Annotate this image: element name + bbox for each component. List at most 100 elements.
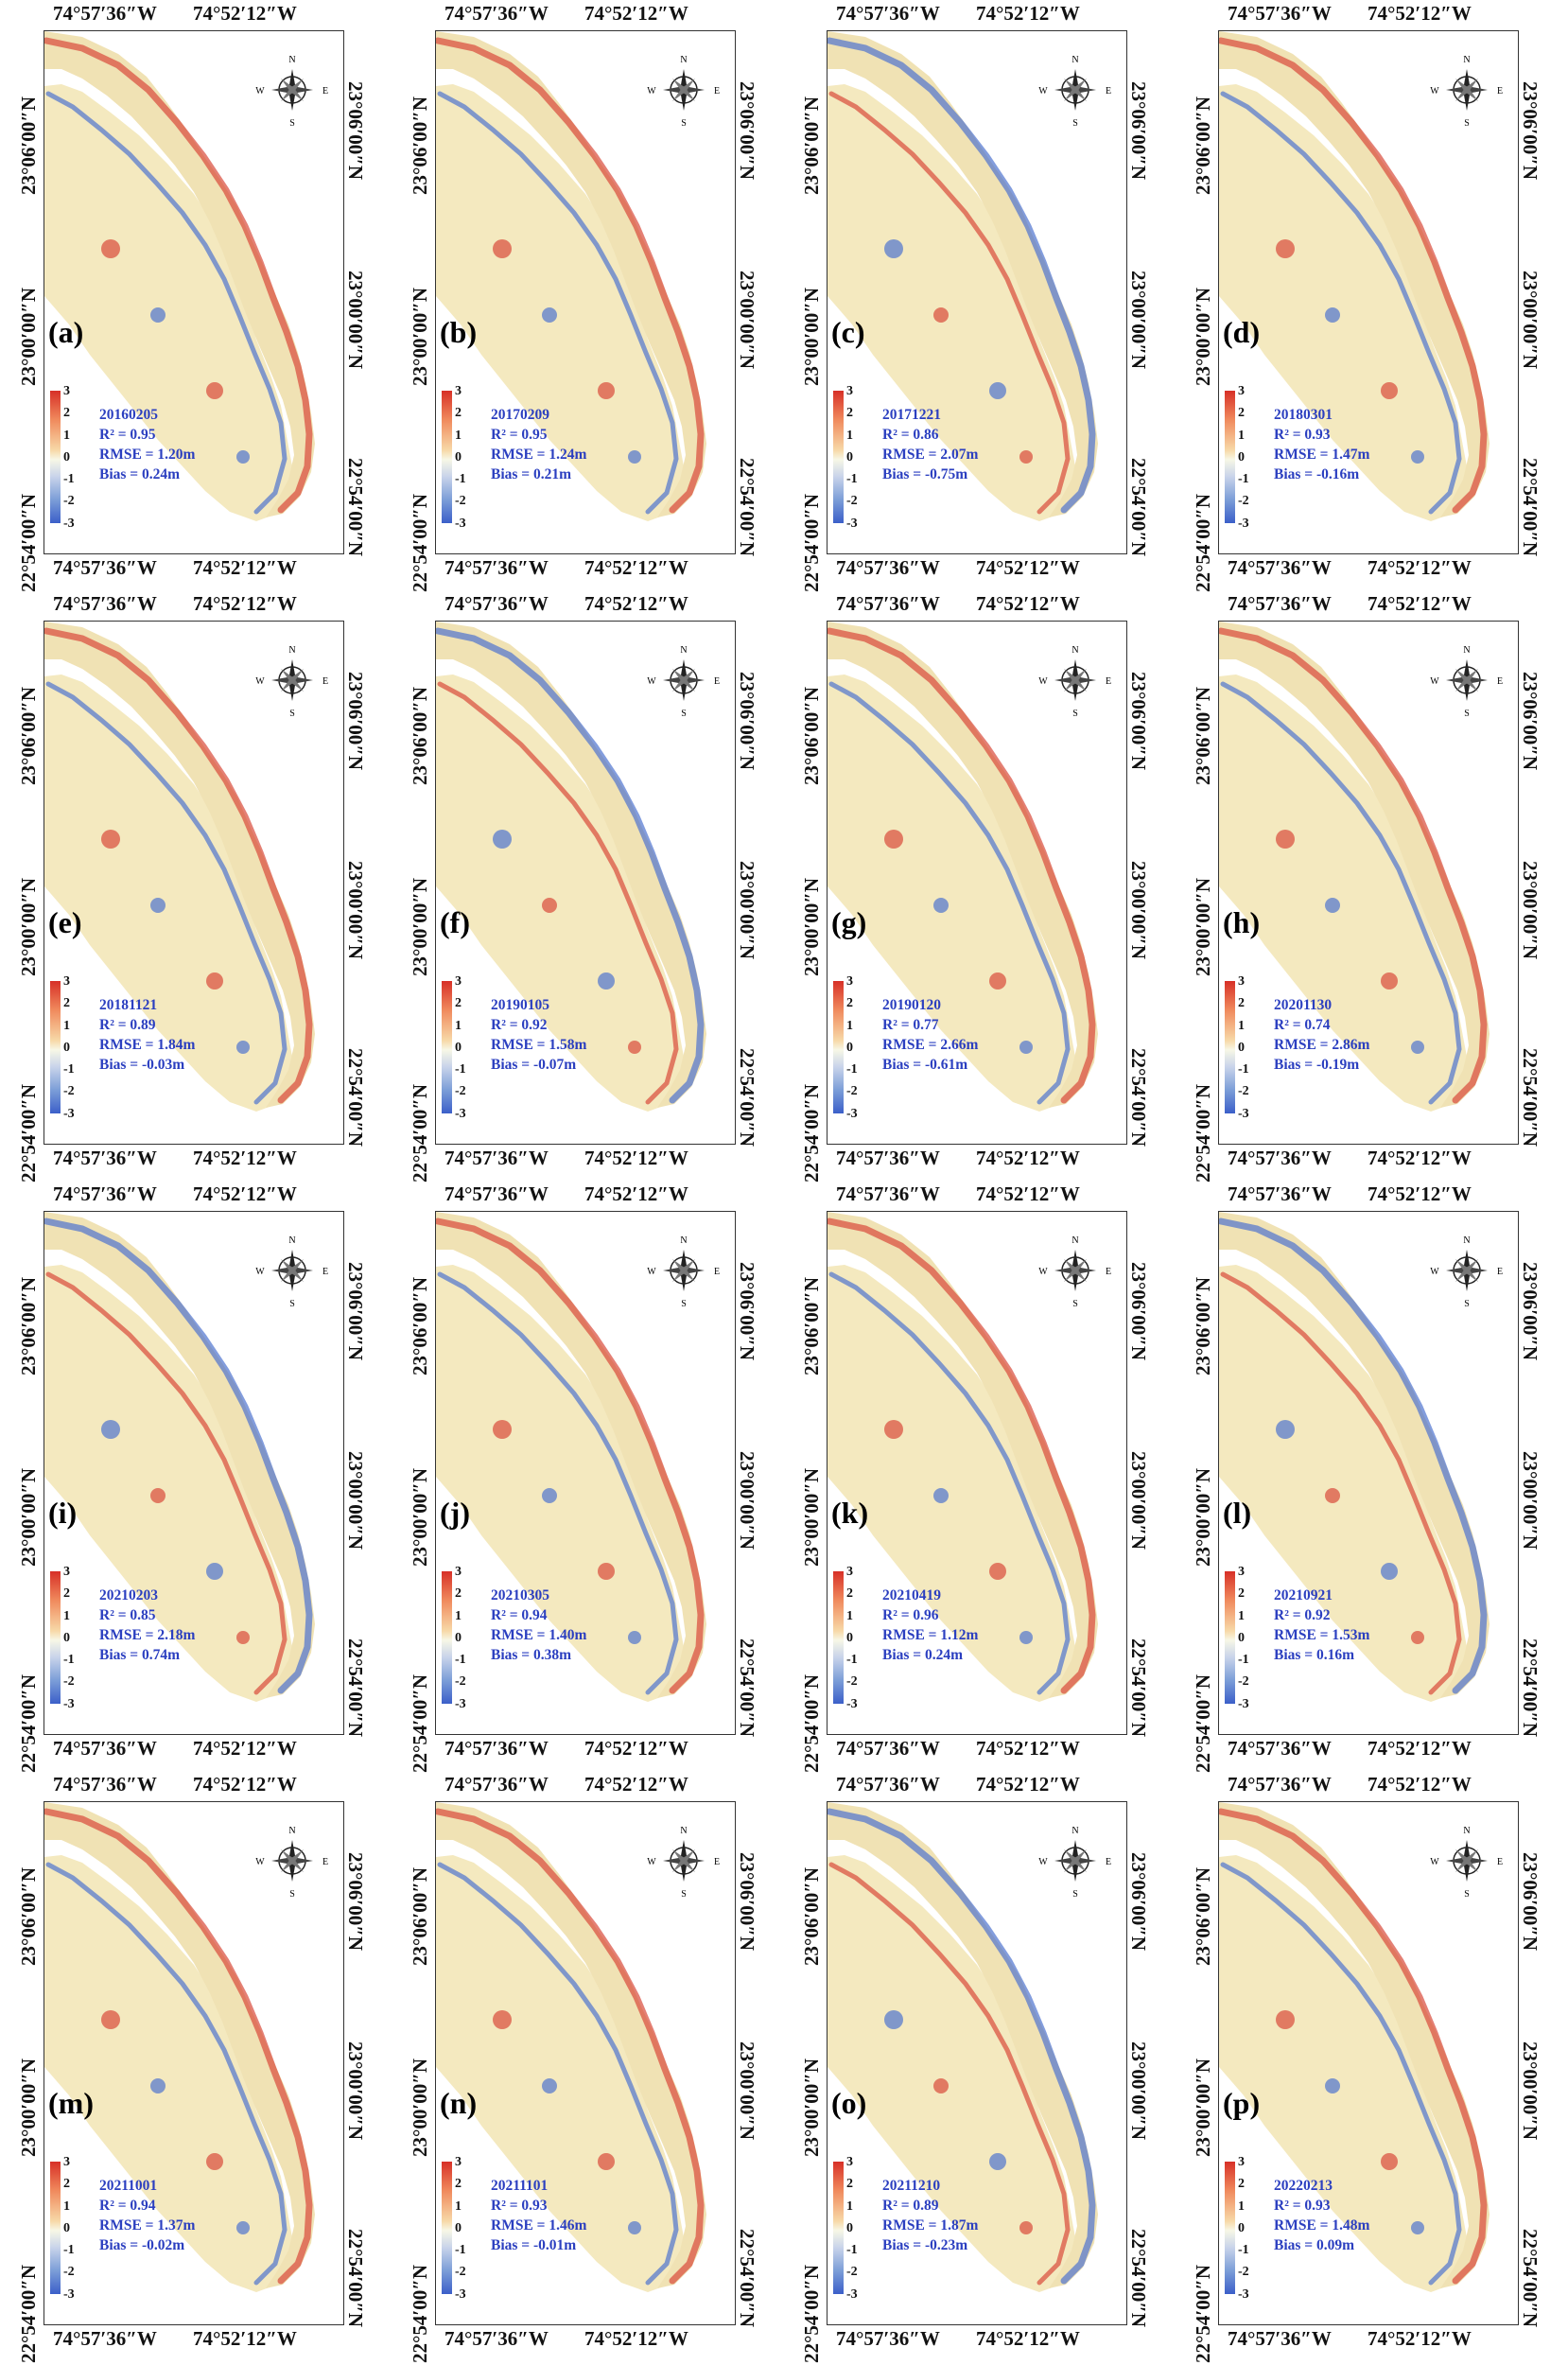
r-squared: R² = 0.95 bbox=[491, 427, 548, 443]
depth-error-map bbox=[44, 622, 315, 1112]
colorbar-tick: 3 bbox=[455, 974, 462, 989]
compass-s: S bbox=[681, 1299, 687, 1308]
compass-n: N bbox=[680, 1826, 687, 1836]
lat-label-right-mid: 23°00′00″N bbox=[1519, 271, 1542, 370]
compass-s: S bbox=[289, 118, 295, 128]
colorbar-tick: -3 bbox=[1238, 2286, 1249, 2302]
image-date: 20190105 bbox=[491, 997, 549, 1013]
depth-error-map bbox=[436, 622, 706, 1112]
error-patch bbox=[884, 1420, 903, 1439]
compass-n: N bbox=[1071, 55, 1078, 65]
colorbar bbox=[833, 2162, 844, 2294]
rmse: RMSE = 1.24m bbox=[491, 447, 587, 463]
north-arrow-compass: N S E W bbox=[1429, 1233, 1505, 1309]
rmse: RMSE = 1.87m bbox=[882, 2217, 979, 2234]
compass-s: S bbox=[1464, 118, 1470, 128]
colorbar bbox=[50, 391, 61, 523]
error-patch bbox=[493, 239, 512, 258]
compass-e: E bbox=[1497, 1857, 1503, 1867]
north-arrow-compass: N S E W bbox=[646, 642, 722, 719]
rmse: RMSE = 1.12m bbox=[882, 1627, 979, 1643]
map-panel-h: 74°57′36″W 74°52′12″W 74°57′36″W 74°52′1… bbox=[1178, 592, 1566, 1182]
colorbar-tick: -1 bbox=[846, 1062, 858, 1077]
compass-s: S bbox=[681, 1889, 687, 1899]
colorbar-tick: -3 bbox=[63, 2286, 75, 2302]
error-patch bbox=[206, 2153, 223, 2170]
lat-label-left-mid: 23°00′00″N bbox=[17, 287, 40, 386]
lagoon-edge-error bbox=[1220, 1271, 1462, 1695]
depth-error-map bbox=[828, 1212, 1098, 1702]
accuracy-stats: 20160205 R² = 0.95 RMSE = 1.20m Bias = 0… bbox=[99, 405, 195, 484]
error-patch bbox=[1276, 2010, 1295, 2029]
lat-label-right-bottom: 22°54′00″N bbox=[1127, 1048, 1150, 1147]
lagoon-area bbox=[436, 1855, 684, 2292]
bias: Bias = -0.02m bbox=[99, 2237, 185, 2253]
colorbar-tick: -1 bbox=[455, 1653, 466, 1668]
lagoon-edge-error bbox=[828, 91, 1071, 515]
bias: Bias = -0.19m bbox=[1274, 1057, 1360, 1073]
lon-label-bottom-right: 74°52′12″W bbox=[976, 2327, 1080, 2350]
error-patch bbox=[101, 239, 120, 258]
colorbar-tick: 1 bbox=[63, 428, 70, 443]
colorbar-tick: 1 bbox=[1238, 428, 1245, 443]
colorbar-tick: -3 bbox=[455, 1106, 466, 1121]
accuracy-stats: 20180301 R² = 0.93 RMSE = 1.47m Bias = -… bbox=[1274, 405, 1369, 484]
lat-label-right-top: 23°06′00″N bbox=[344, 672, 367, 771]
lon-label-top-right: 74°52′12″W bbox=[976, 1182, 1080, 1205]
error-patch bbox=[989, 2153, 1006, 2170]
compass-rose-icon: N S E W bbox=[1038, 1826, 1111, 1900]
lat-label-right-top: 23°06′00″N bbox=[1127, 672, 1150, 771]
colorbar-tick: -2 bbox=[1238, 1084, 1249, 1099]
lat-label-left-bottom: 22°54′00″N bbox=[17, 493, 40, 592]
error-patch bbox=[628, 450, 641, 464]
compass-w: W bbox=[1430, 676, 1439, 687]
reef-edge-error bbox=[436, 627, 705, 1104]
rmse: RMSE = 1.53m bbox=[1274, 1627, 1370, 1643]
compass-rose-icon: N S E W bbox=[1430, 645, 1503, 719]
colorbar-tick: 2 bbox=[63, 2177, 70, 2192]
lon-label-top-left: 74°57′36″W bbox=[836, 2, 940, 25]
north-arrow-compass: N S E W bbox=[254, 52, 330, 129]
compass-w: W bbox=[647, 86, 656, 96]
compass-w: W bbox=[647, 1267, 656, 1277]
depth-error-map bbox=[44, 31, 315, 521]
error-patch bbox=[1411, 450, 1424, 464]
colorbar-tick: 1 bbox=[846, 428, 853, 443]
bias: Bias = -0.07m bbox=[491, 1057, 577, 1073]
compass-n: N bbox=[288, 1826, 295, 1836]
reef-edge-error bbox=[436, 1218, 705, 1694]
accuracy-stats: 20171221 R² = 0.86 RMSE = 2.07m Bias = -… bbox=[882, 405, 978, 484]
panel-label: (i) bbox=[48, 1496, 78, 1530]
lon-label-bottom-right: 74°52′12″W bbox=[1368, 556, 1472, 579]
lon-label-bottom-right: 74°52′12″W bbox=[193, 1737, 297, 1760]
error-patch bbox=[1381, 2153, 1398, 2170]
compass-e: E bbox=[1497, 1267, 1503, 1277]
compass-w: W bbox=[255, 676, 265, 687]
colorbar-tick: -2 bbox=[1238, 494, 1249, 509]
rmse: RMSE = 2.86m bbox=[1274, 1037, 1370, 1053]
north-arrow-compass: N S E W bbox=[646, 52, 722, 129]
compass-rose-icon: N S E W bbox=[255, 645, 328, 719]
north-arrow-compass: N S E W bbox=[1037, 642, 1113, 719]
error-patch bbox=[542, 898, 557, 913]
compass-rose-icon: N S E W bbox=[255, 55, 328, 129]
depth-error-map bbox=[436, 1802, 706, 2292]
lat-label-left-top: 23°06′00″N bbox=[800, 1866, 823, 1966]
colorbar-tick: 0 bbox=[455, 449, 462, 464]
colorbar-tick: 2 bbox=[1238, 406, 1245, 421]
accuracy-stats: 20190105 R² = 0.92 RMSE = 1.58m Bias = -… bbox=[491, 995, 586, 1075]
colorbar-tick: 0 bbox=[846, 1630, 853, 1645]
lat-label-right-top: 23°06′00″N bbox=[344, 1262, 367, 1361]
colorbar-tick: 2 bbox=[846, 996, 853, 1011]
compass-s: S bbox=[1072, 118, 1078, 128]
map-panel-g: 74°57′36″W 74°52′12″W 74°57′36″W 74°52′1… bbox=[787, 592, 1175, 1182]
north-arrow-compass: N S E W bbox=[1429, 642, 1505, 719]
lat-label-right-top: 23°06′00″N bbox=[736, 1852, 758, 1952]
accuracy-stats: 20190120 R² = 0.77 RMSE = 2.66m Bias = -… bbox=[882, 995, 978, 1075]
compass-e: E bbox=[1106, 676, 1111, 687]
lat-label-right-top: 23°06′00″N bbox=[1519, 672, 1542, 771]
lon-label-bottom-right: 74°52′12″W bbox=[1368, 1147, 1472, 1169]
lat-label-left-top: 23°06′00″N bbox=[800, 96, 823, 195]
map-panel-f: 74°57′36″W 74°52′12″W 74°57′36″W 74°52′1… bbox=[395, 592, 783, 1182]
